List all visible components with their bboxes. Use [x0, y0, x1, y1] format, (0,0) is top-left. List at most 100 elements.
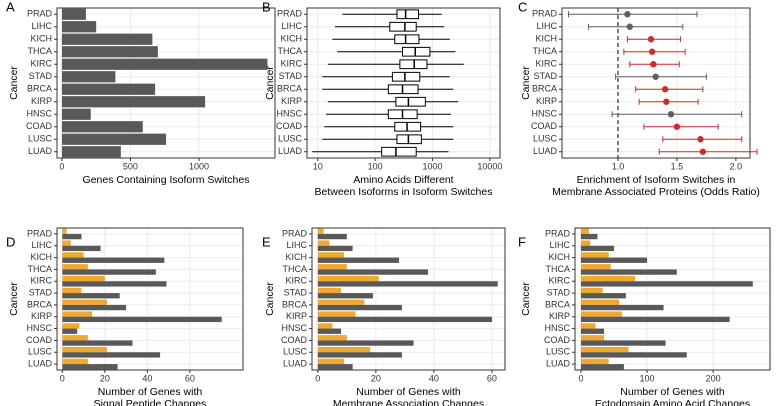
bar: [580, 335, 605, 341]
bar: [317, 358, 344, 365]
y-tick-label: LUAD: [28, 358, 53, 368]
bar: [580, 352, 687, 358]
bar: [62, 233, 82, 240]
y-tick-label: STAD: [534, 71, 558, 81]
y-tick-label: LIHC: [281, 21, 302, 31]
box: [389, 21, 417, 32]
bar: [580, 328, 605, 334]
bar: [62, 346, 107, 353]
bar: [62, 281, 167, 287]
y-tick-label: KIRC: [280, 59, 302, 69]
bar: [317, 257, 400, 263]
point: [648, 48, 656, 55]
bar: [317, 233, 347, 240]
point: [647, 36, 655, 43]
y-tick-label: PRAD: [282, 228, 308, 238]
panel-label: D: [6, 234, 15, 249]
bar: [580, 358, 609, 365]
y-tick-label: BRCA: [27, 299, 52, 309]
y-tick-label: HNSC: [26, 323, 52, 333]
y-tick-label: STAD: [547, 287, 571, 297]
x-tick-label: 500: [123, 161, 138, 171]
y-tick-label: KIRP: [281, 96, 302, 106]
bar: [317, 335, 347, 341]
bar: [62, 287, 82, 294]
bar: [61, 96, 206, 108]
y-tick-label: PRAD: [27, 9, 53, 19]
y-tick-label: STAD: [29, 287, 53, 297]
x-tick-label: 1000: [422, 161, 442, 171]
panel-border: [311, 227, 506, 371]
panel-border: [574, 227, 771, 371]
bar: [580, 340, 666, 346]
y-tick-label: LUAD: [278, 146, 303, 156]
bar: [61, 108, 91, 120]
x-tick-label: 60: [185, 373, 195, 383]
panel-label: A: [6, 0, 15, 14]
x-axis-title: Number of Genes with: [98, 386, 203, 398]
bar: [61, 133, 167, 145]
bar: [317, 352, 402, 358]
y-axis-title: Cancer: [8, 282, 20, 316]
bar: [62, 252, 84, 258]
y-tick-label: THCA: [28, 46, 53, 56]
y-tick-label: LIHC: [286, 240, 307, 250]
bar: [62, 275, 105, 282]
y-tick-label: KICH: [535, 34, 557, 44]
bar: [580, 323, 596, 329]
bar: [61, 71, 116, 83]
x-axis-title: Signal Peptide Changes: [94, 398, 207, 406]
bar: [317, 364, 353, 370]
x-tick-label: 100: [368, 161, 383, 171]
x-tick-label: 1.0: [612, 161, 625, 171]
x-tick-label: 1000: [189, 161, 209, 171]
x-axis-title: Number of Genes with: [620, 386, 725, 398]
bar: [62, 340, 133, 346]
panel-label: E: [262, 234, 271, 249]
box: [399, 59, 428, 70]
bar: [317, 228, 324, 234]
y-tick-label: PRAD: [277, 9, 303, 19]
x-axis-title: Between Isoforms in Isoform Switches: [315, 186, 493, 198]
y-tick-label: COAD: [26, 335, 53, 345]
panel-border: [56, 7, 276, 159]
bar: [317, 340, 414, 346]
y-tick-label: PRAD: [532, 9, 558, 19]
y-tick-label: THCA: [28, 264, 53, 274]
bar: [317, 293, 373, 299]
y-tick-label: BRCA: [545, 299, 570, 309]
bar: [61, 121, 143, 133]
y-tick-label: COAD: [544, 335, 571, 345]
y-tick-label: HNSC: [531, 109, 557, 119]
x-tick-label: 40: [429, 373, 439, 383]
bar: [580, 264, 611, 270]
y-tick-label: THCA: [546, 264, 571, 274]
bar: [580, 245, 614, 252]
x-tick-label: 60: [487, 373, 497, 383]
bar: [317, 281, 498, 287]
y-tick-label: BRCA: [27, 84, 52, 94]
y-tick-label: KIRC: [30, 276, 52, 286]
bar: [317, 287, 342, 294]
box: [395, 96, 426, 107]
x-axis-title: Ectodomain Amino Acid Changes: [595, 398, 750, 406]
y-tick-label: LUSC: [28, 347, 53, 357]
y-tick-label: LUSC: [28, 134, 53, 144]
bar: [62, 311, 93, 317]
y-tick-label: COAD: [276, 121, 303, 131]
x-tick-label: 10000: [477, 161, 502, 171]
bar: [62, 364, 118, 370]
bar: [61, 21, 97, 33]
x-axis-title: Number of Genes with: [356, 386, 461, 398]
x-axis-title: Amino Acids Different: [353, 174, 453, 186]
bar: [62, 293, 120, 299]
y-axis-title: Cancer: [264, 282, 276, 316]
y-tick-label: LUSC: [546, 347, 571, 357]
y-tick-label: LUAD: [283, 358, 308, 368]
bar: [61, 58, 268, 70]
y-axis-title: Cancer: [520, 66, 532, 100]
bar: [317, 252, 344, 258]
point: [626, 23, 633, 30]
y-tick-label: KICH: [548, 252, 570, 262]
